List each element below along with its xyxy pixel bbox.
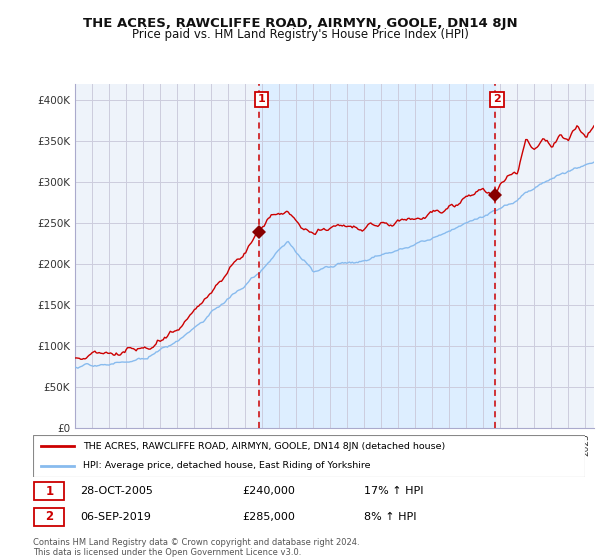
Text: HPI: Average price, detached house, East Riding of Yorkshire: HPI: Average price, detached house, East… <box>83 461 370 470</box>
FancyBboxPatch shape <box>34 482 64 501</box>
Text: 1: 1 <box>46 485 53 498</box>
Text: 06-SEP-2019: 06-SEP-2019 <box>80 512 151 521</box>
Text: 2: 2 <box>46 510 53 523</box>
Bar <box>259 84 495 428</box>
FancyBboxPatch shape <box>33 435 585 477</box>
Text: £240,000: £240,000 <box>243 487 296 496</box>
Text: 8% ↑ HPI: 8% ↑ HPI <box>364 512 416 521</box>
Text: Contains HM Land Registry data © Crown copyright and database right 2024.
This d: Contains HM Land Registry data © Crown c… <box>33 538 359 557</box>
Text: THE ACRES, RAWCLIFFE ROAD, AIRMYN, GOOLE, DN14 8JN: THE ACRES, RAWCLIFFE ROAD, AIRMYN, GOOLE… <box>83 17 517 30</box>
Text: £285,000: £285,000 <box>243 512 296 521</box>
Text: Price paid vs. HM Land Registry's House Price Index (HPI): Price paid vs. HM Land Registry's House … <box>131 28 469 41</box>
Text: 1: 1 <box>257 95 265 105</box>
Text: 17% ↑ HPI: 17% ↑ HPI <box>364 487 424 496</box>
FancyBboxPatch shape <box>34 507 64 526</box>
Text: 28-OCT-2005: 28-OCT-2005 <box>80 487 153 496</box>
Text: THE ACRES, RAWCLIFFE ROAD, AIRMYN, GOOLE, DN14 8JN (detached house): THE ACRES, RAWCLIFFE ROAD, AIRMYN, GOOLE… <box>83 442 445 451</box>
Text: 2: 2 <box>493 95 501 105</box>
